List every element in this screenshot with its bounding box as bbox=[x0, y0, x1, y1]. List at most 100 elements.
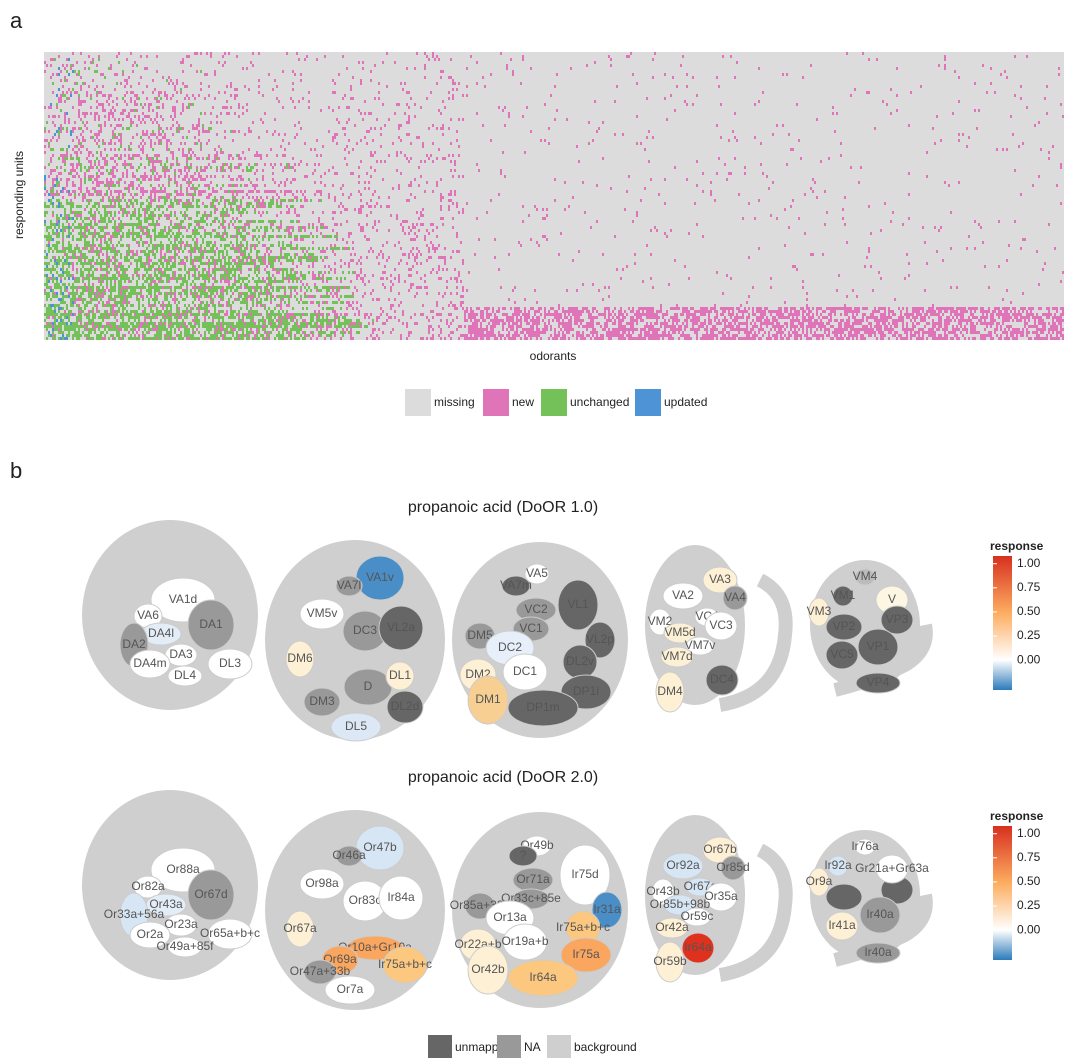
heatmap-cell bbox=[126, 91, 128, 94]
heatmap-cell bbox=[372, 328, 376, 331]
heatmap-cell bbox=[138, 274, 140, 277]
heatmap-cell bbox=[170, 289, 172, 292]
heatmap-cell bbox=[258, 259, 262, 262]
heatmap-cell bbox=[326, 247, 328, 250]
heatmap-cell bbox=[1054, 313, 1056, 316]
heatmap-cell bbox=[888, 313, 890, 316]
heatmap-cell bbox=[304, 292, 306, 295]
heatmap-cell bbox=[54, 328, 58, 331]
heatmap-cell bbox=[482, 319, 486, 322]
heatmap-cell bbox=[206, 271, 208, 274]
heatmap-cell bbox=[330, 247, 340, 250]
heatmap-cell bbox=[990, 82, 992, 85]
heatmap-cell bbox=[164, 319, 166, 322]
heatmap-cell bbox=[936, 307, 954, 310]
heatmap-cell bbox=[108, 103, 110, 106]
heatmap-cell bbox=[846, 319, 850, 322]
heatmap-cell bbox=[172, 292, 174, 295]
heatmap-cell bbox=[260, 196, 262, 199]
heatmap-cell bbox=[146, 97, 148, 100]
heatmap-cell bbox=[82, 112, 88, 115]
heatmap-cell bbox=[154, 232, 156, 235]
heatmap-cell bbox=[402, 322, 404, 325]
heatmap-cell bbox=[180, 88, 182, 91]
heatmap-cell bbox=[728, 322, 732, 325]
heatmap-cell bbox=[88, 274, 90, 277]
heatmap-cell bbox=[234, 88, 238, 91]
heatmap-cell bbox=[428, 250, 430, 253]
heatmap-cell bbox=[636, 115, 638, 118]
heatmap-cell bbox=[138, 307, 140, 310]
heatmap-cell bbox=[244, 253, 246, 256]
heatmap-cell bbox=[374, 220, 376, 223]
y-axis-label: responding units bbox=[12, 151, 26, 239]
heatmap-cell bbox=[174, 289, 176, 292]
heatmap-cell bbox=[254, 262, 256, 265]
heatmap-cell bbox=[90, 274, 94, 277]
heatmap-cell bbox=[142, 193, 144, 196]
heatmap-cell bbox=[926, 322, 930, 325]
heatmap-cell bbox=[260, 292, 262, 295]
heatmap-cell bbox=[970, 322, 974, 325]
heatmap-cell bbox=[636, 211, 638, 214]
heatmap-cell bbox=[662, 316, 664, 319]
heatmap-cell bbox=[102, 280, 104, 283]
heatmap-cell bbox=[816, 328, 818, 331]
heatmap-cell bbox=[232, 328, 236, 331]
heatmap-cell bbox=[692, 76, 694, 79]
heatmap-cell bbox=[278, 295, 290, 298]
heatmap-cell bbox=[316, 322, 318, 325]
heatmap-cell bbox=[350, 88, 352, 91]
heatmap-cell bbox=[70, 208, 72, 211]
heatmap-cell bbox=[112, 115, 114, 118]
heatmap-cell bbox=[970, 328, 976, 331]
heatmap-cell bbox=[114, 202, 116, 205]
heatmap-cell bbox=[312, 226, 314, 229]
heatmap-cell bbox=[312, 331, 314, 334]
heatmap-cell bbox=[132, 277, 134, 280]
heatmap-cell bbox=[280, 304, 282, 307]
heatmap-cell bbox=[86, 247, 88, 250]
heatmap-cell bbox=[214, 217, 218, 220]
heatmap-cell bbox=[438, 265, 440, 268]
heatmap-cell bbox=[204, 304, 208, 307]
heatmap-cell bbox=[88, 310, 90, 313]
heatmap-cell bbox=[424, 190, 426, 193]
heatmap-cell bbox=[210, 295, 212, 298]
heatmap-cell bbox=[348, 151, 350, 154]
heatmap-cell bbox=[68, 145, 70, 148]
heatmap-cell bbox=[242, 196, 244, 199]
heatmap-cell bbox=[252, 235, 254, 238]
heatmap-cell bbox=[616, 316, 620, 319]
heatmap-cell bbox=[228, 223, 230, 226]
heatmap-cell bbox=[248, 163, 250, 166]
heatmap-cell bbox=[186, 286, 188, 289]
heatmap-cell bbox=[154, 304, 156, 307]
heatmap-cell bbox=[294, 169, 296, 172]
heatmap-cell bbox=[122, 214, 124, 217]
heatmap-cell bbox=[772, 319, 778, 322]
heatmap-cell bbox=[244, 223, 250, 226]
heatmap-cell bbox=[332, 217, 334, 220]
heatmap-cell bbox=[706, 325, 708, 328]
heatmap-cell bbox=[408, 115, 410, 118]
heatmap-cell bbox=[594, 61, 596, 64]
heatmap-cell bbox=[382, 310, 384, 313]
heatmap-cell bbox=[90, 166, 94, 169]
heatmap-cell bbox=[158, 175, 162, 178]
heatmap-cell bbox=[284, 286, 286, 289]
heatmap-cell bbox=[194, 235, 196, 238]
heatmap-cell bbox=[304, 253, 306, 256]
heatmap-cell bbox=[752, 286, 754, 289]
heatmap-cell bbox=[428, 247, 430, 250]
heatmap-cell bbox=[66, 79, 68, 82]
heatmap-cell bbox=[726, 178, 728, 181]
heatmap-cell bbox=[312, 274, 316, 277]
heatmap-cell bbox=[884, 328, 894, 331]
heatmap-cell bbox=[664, 232, 666, 235]
heatmap-cell bbox=[458, 325, 462, 328]
heatmap-cell bbox=[314, 322, 316, 325]
heatmap-cell bbox=[250, 328, 252, 331]
heatmap-cell bbox=[432, 229, 434, 232]
heatmap-cell bbox=[184, 226, 186, 229]
